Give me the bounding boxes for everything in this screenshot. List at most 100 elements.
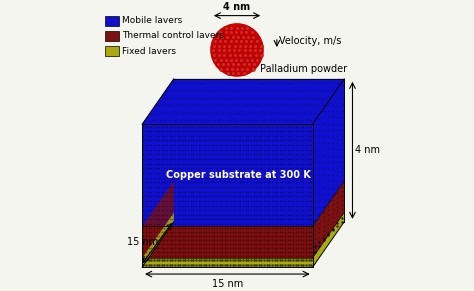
Point bbox=[237, 180, 244, 184]
Point bbox=[140, 166, 147, 171]
Point bbox=[308, 157, 315, 162]
Point bbox=[174, 138, 182, 143]
Point bbox=[268, 148, 276, 152]
Point bbox=[237, 208, 244, 212]
Point bbox=[169, 162, 176, 166]
Text: Thermal control lavers: Thermal control lavers bbox=[122, 31, 224, 40]
Point bbox=[229, 124, 237, 129]
Point bbox=[292, 162, 300, 166]
Point bbox=[252, 95, 259, 100]
Point bbox=[245, 34, 252, 39]
Point bbox=[147, 258, 155, 262]
Point bbox=[271, 217, 278, 222]
Point bbox=[161, 162, 168, 166]
Point bbox=[265, 124, 273, 129]
Point bbox=[234, 226, 242, 231]
Point bbox=[244, 66, 251, 71]
Point bbox=[166, 217, 173, 222]
Point bbox=[297, 208, 305, 212]
Point bbox=[260, 138, 268, 143]
Point bbox=[200, 198, 208, 203]
Point bbox=[305, 222, 312, 226]
Point bbox=[237, 138, 244, 143]
Point bbox=[192, 166, 200, 171]
Point bbox=[298, 80, 306, 85]
Point bbox=[197, 208, 205, 212]
Point bbox=[229, 242, 237, 246]
Point bbox=[200, 230, 208, 235]
Point bbox=[279, 198, 286, 203]
Point bbox=[265, 242, 273, 246]
Point bbox=[211, 111, 219, 115]
Point bbox=[171, 226, 179, 231]
Point bbox=[276, 258, 283, 262]
Point bbox=[287, 88, 295, 93]
Point bbox=[320, 166, 328, 171]
Point bbox=[286, 262, 294, 267]
Point bbox=[219, 166, 226, 171]
Point bbox=[200, 103, 207, 108]
Point bbox=[191, 88, 199, 93]
Point bbox=[200, 262, 208, 267]
Point bbox=[202, 242, 210, 246]
Point bbox=[150, 134, 158, 138]
Point bbox=[276, 162, 283, 166]
Point bbox=[255, 208, 263, 212]
Point bbox=[140, 234, 147, 239]
Point bbox=[265, 212, 273, 217]
Point bbox=[305, 129, 312, 134]
Point bbox=[163, 143, 171, 148]
Point bbox=[286, 208, 294, 212]
Point bbox=[253, 203, 260, 208]
Point bbox=[210, 175, 218, 180]
Point bbox=[153, 203, 160, 208]
Point bbox=[316, 141, 323, 146]
Point bbox=[205, 111, 213, 115]
Point bbox=[268, 212, 276, 217]
Text: Copper substrate at 300 K: Copper substrate at 300 K bbox=[166, 170, 311, 180]
Point bbox=[253, 222, 260, 226]
Point bbox=[197, 162, 205, 166]
Point bbox=[200, 203, 208, 208]
Point bbox=[289, 124, 297, 129]
Point bbox=[213, 253, 221, 258]
Point bbox=[171, 230, 179, 235]
Point bbox=[268, 80, 275, 85]
Point bbox=[163, 246, 171, 250]
Point bbox=[254, 88, 262, 93]
Point bbox=[255, 230, 263, 235]
Point bbox=[289, 258, 297, 262]
Point bbox=[338, 202, 346, 207]
Point bbox=[190, 226, 197, 231]
Point bbox=[273, 253, 281, 258]
Point bbox=[273, 180, 281, 184]
Point bbox=[329, 202, 337, 206]
Point bbox=[289, 171, 297, 175]
Point bbox=[176, 194, 184, 198]
Point bbox=[308, 129, 315, 134]
Point bbox=[208, 95, 215, 100]
Point bbox=[325, 179, 332, 184]
Point bbox=[205, 124, 213, 129]
Point bbox=[276, 166, 283, 171]
Point bbox=[281, 212, 289, 217]
Point bbox=[252, 53, 259, 57]
Point bbox=[292, 230, 300, 235]
Point bbox=[269, 118, 276, 123]
Point bbox=[258, 134, 265, 138]
Polygon shape bbox=[142, 181, 174, 258]
Point bbox=[284, 253, 292, 258]
Point bbox=[142, 194, 150, 198]
Point bbox=[268, 175, 276, 180]
Point bbox=[290, 95, 298, 100]
Point bbox=[171, 253, 179, 258]
Point bbox=[171, 148, 179, 152]
Point bbox=[265, 230, 273, 235]
Point bbox=[213, 217, 221, 222]
Point bbox=[205, 226, 213, 231]
Point bbox=[161, 246, 168, 250]
Point bbox=[323, 80, 330, 85]
Point bbox=[320, 115, 328, 120]
Point bbox=[305, 258, 312, 262]
Point bbox=[171, 208, 179, 212]
